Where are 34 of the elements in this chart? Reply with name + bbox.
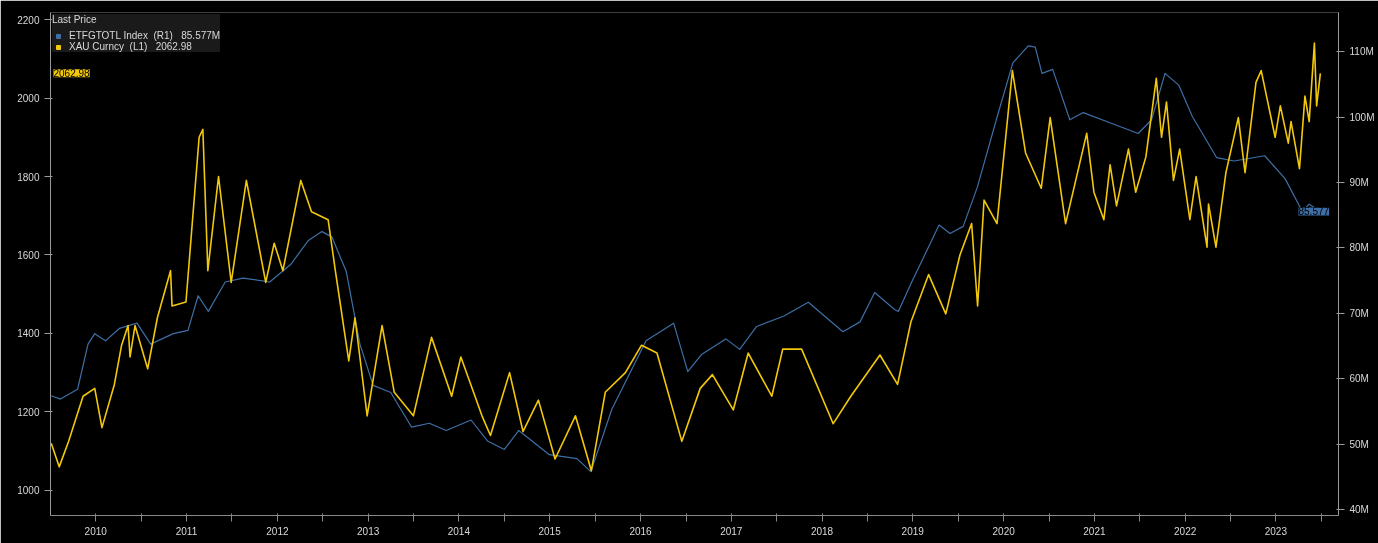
x-tick-label: 2013: [357, 525, 380, 537]
x-tick-label: 2016: [629, 525, 653, 537]
x-tick-label: 2010: [84, 525, 108, 537]
y2-tick-label: 80M: [1349, 242, 1369, 254]
y-tick-label: 1400: [17, 328, 40, 340]
x-tick-label: 2012: [266, 525, 289, 537]
y2-tick-label: 100M: [1349, 111, 1375, 123]
y-tick-label: 2000: [17, 93, 40, 105]
annotation: 85.577: [1298, 206, 1330, 218]
x-tick-label: 2017: [720, 525, 743, 537]
y2-tick-label: 90M: [1349, 177, 1369, 189]
legend-title: Last Price: [52, 14, 98, 25]
y2-tick-label: 40M: [1349, 504, 1369, 516]
y2-tick-label: 50M: [1349, 438, 1369, 450]
y-tick-label: 1600: [17, 249, 40, 261]
x-tick-label: 2023: [1264, 525, 1288, 537]
y-tick-label: 1200: [17, 406, 40, 418]
x-tick-label: 2019: [901, 525, 925, 537]
x-tick-label: 2018: [810, 525, 834, 537]
y-tick-label: 2200: [17, 14, 40, 26]
y2-tick-label: 70M: [1349, 307, 1369, 319]
x-tick-label: 2022: [1174, 525, 1197, 537]
x-tick-label: 2014: [447, 525, 471, 537]
y2-tick-label: 60M: [1349, 373, 1369, 385]
legend-label: ETFGTOTL Index (R1) 85.577M: [69, 30, 221, 41]
y-tick-label: 1000: [17, 485, 40, 497]
annotation: 2062.98: [53, 68, 91, 80]
x-tick-label: 2015: [538, 525, 562, 537]
legend-label: XAU Curncy (L1) 2062.98: [69, 41, 192, 52]
x-tick-label: 2021: [1083, 525, 1106, 537]
y-tick-label: 1800: [17, 171, 40, 183]
y2-tick-label: 110M: [1349, 46, 1374, 58]
x-tick-label: 2020: [992, 525, 1016, 537]
x-tick-label: 2011: [175, 525, 198, 537]
